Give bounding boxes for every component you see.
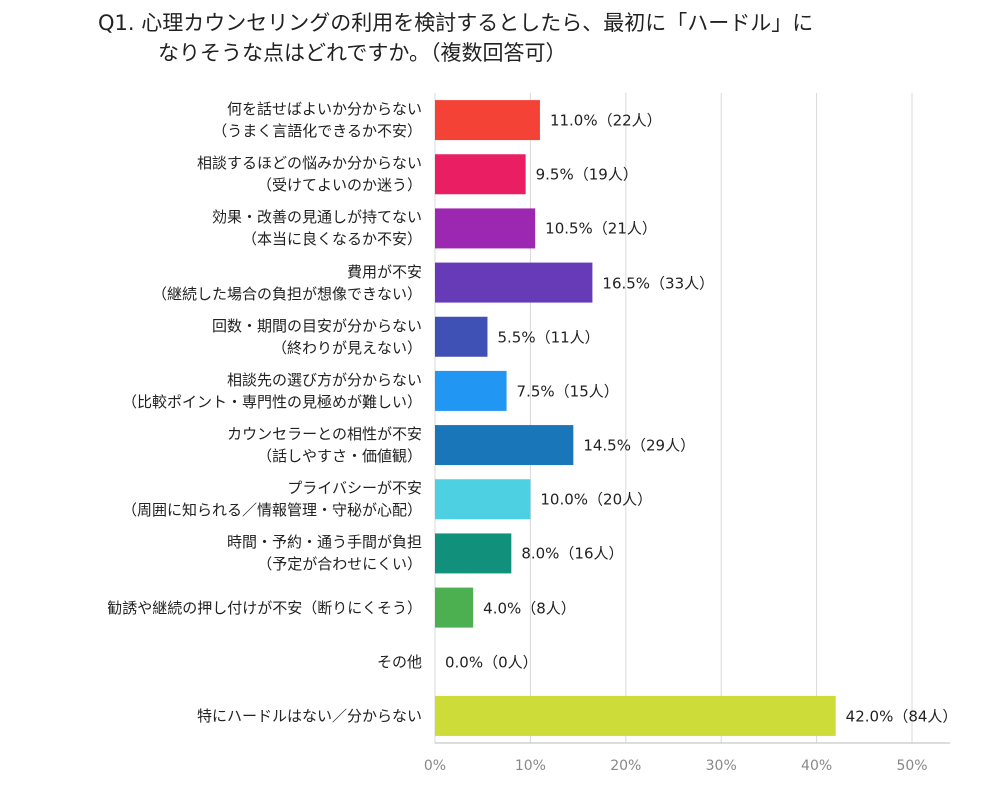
- chart-title: Q1. 心理カウンセリングの利用を検討するとしたら、最初に「ハードル」に なりそ…: [98, 11, 814, 65]
- x-tick-label: 0%: [423, 758, 447, 774]
- data-label: 14.5%（29人）: [583, 436, 696, 455]
- data-label: 9.5%（19人）: [535, 165, 638, 184]
- data-label: 0.0%（0人）: [445, 653, 538, 672]
- y-tick-label: 勧誘や継続の押し付けが不安（断りにくそう）: [107, 598, 422, 617]
- y-tick-label: プライバシーが不安 （周囲に知られる／情報管理・守秘が心配）: [121, 479, 422, 520]
- data-label: 7.5%（15人）: [516, 382, 619, 401]
- x-tick-label: 40%: [801, 758, 833, 774]
- y-tick-label: 何を話せばよいか分からない （うまく言語化できるか不安）: [212, 100, 422, 141]
- x-tick-label: 50%: [896, 758, 928, 774]
- data-label: 4.0%（8人）: [483, 599, 576, 618]
- y-tick-label: 時間・予約・通う手間が負担 （予定が合わせにくい）: [226, 533, 422, 574]
- x-tick-label: 10%: [514, 758, 546, 774]
- y-tick-label: カウンセラーとの相性が不安 （話しやすさ・価値観）: [227, 425, 422, 466]
- x-tick-label: 20%: [610, 758, 642, 774]
- bar: [435, 425, 574, 466]
- y-tick-label: 相談するほどの悩みか分からない （受けてよいのか迷う）: [196, 154, 422, 195]
- bar: [435, 262, 593, 303]
- bar: [435, 316, 488, 357]
- y-tick-label: 相談先の選び方が分からない （比較ポイント・専門性の見極めが難しい）: [121, 370, 422, 411]
- data-label: 42.0%（84人）: [845, 707, 958, 726]
- bar: [435, 154, 526, 195]
- bar: [435, 587, 474, 628]
- bar: [435, 533, 512, 574]
- bar: [435, 695, 836, 736]
- bar: [435, 208, 536, 249]
- x-tick-label: 30%: [705, 758, 737, 774]
- bar: [435, 100, 540, 141]
- y-tick-label: その他: [376, 652, 422, 671]
- data-label: 8.0%（16人）: [521, 544, 624, 563]
- y-tick-label: 費用が不安 （継続した場合の負担が想像できない）: [151, 262, 422, 303]
- data-label: 11.0%（22人）: [549, 111, 662, 130]
- bar: [435, 479, 531, 520]
- y-tick-label: 回数・期間の目安が分からない （終わりが見えない）: [211, 316, 422, 357]
- y-tick-label: 効果・改善の見通しが持てない （本当に良くなるか不安）: [211, 208, 422, 249]
- y-tick-label: 特にハードルはない／分からない: [196, 706, 422, 725]
- data-label: 5.5%（11人）: [497, 328, 600, 347]
- data-label: 16.5%（33人）: [602, 274, 715, 293]
- data-label: 10.5%（21人）: [545, 219, 657, 238]
- data-label: 10.0%（20人）: [540, 490, 653, 509]
- bar: [435, 370, 507, 411]
